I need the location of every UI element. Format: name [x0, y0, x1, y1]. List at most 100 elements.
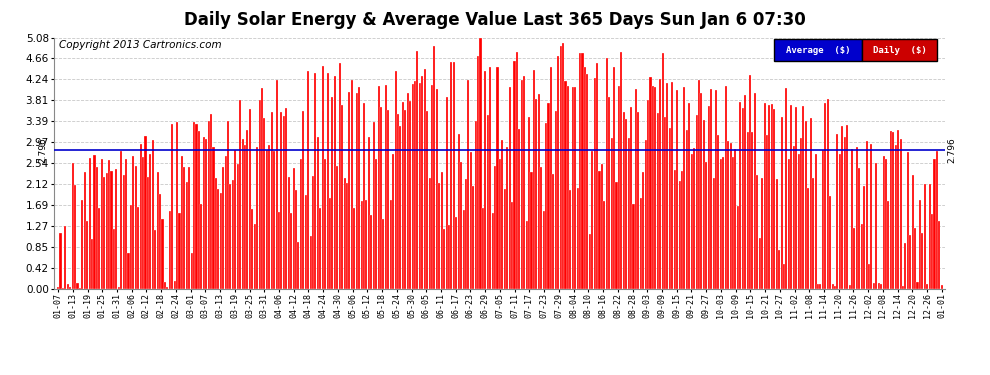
Bar: [358, 87, 360, 289]
Bar: [385, 85, 387, 289]
Bar: [225, 156, 227, 289]
Bar: [713, 178, 715, 289]
Bar: [788, 159, 790, 289]
Bar: [81, 200, 83, 289]
Bar: [501, 140, 503, 289]
Bar: [64, 226, 66, 289]
Bar: [494, 166, 496, 289]
Bar: [147, 177, 148, 289]
Bar: [118, 286, 120, 289]
Bar: [851, 149, 853, 289]
Bar: [283, 117, 285, 289]
Bar: [171, 123, 173, 289]
Bar: [516, 52, 518, 289]
Bar: [628, 138, 630, 289]
Bar: [220, 194, 222, 289]
Bar: [698, 80, 700, 289]
Bar: [574, 87, 576, 289]
Bar: [715, 90, 717, 289]
Bar: [215, 178, 217, 289]
Bar: [528, 117, 530, 289]
Bar: [625, 119, 628, 289]
Bar: [768, 105, 770, 289]
Bar: [106, 174, 108, 289]
Bar: [820, 284, 822, 289]
Bar: [84, 172, 86, 289]
Bar: [557, 56, 559, 289]
Bar: [407, 93, 409, 289]
Bar: [805, 121, 807, 289]
Bar: [533, 70, 535, 289]
Bar: [740, 102, 742, 289]
Bar: [875, 163, 877, 289]
Bar: [120, 151, 122, 289]
Bar: [822, 150, 824, 289]
Bar: [69, 287, 71, 289]
Bar: [115, 168, 118, 289]
Bar: [584, 67, 586, 289]
Bar: [749, 75, 751, 289]
Bar: [230, 184, 232, 289]
Bar: [887, 201, 889, 289]
Bar: [195, 124, 198, 289]
Bar: [710, 88, 712, 289]
Bar: [846, 125, 848, 289]
Bar: [412, 84, 414, 289]
Bar: [96, 166, 98, 289]
Bar: [248, 109, 250, 289]
Bar: [586, 74, 588, 289]
Bar: [771, 104, 773, 289]
Bar: [377, 86, 379, 289]
Bar: [514, 61, 516, 289]
Bar: [591, 151, 593, 289]
Bar: [671, 82, 673, 289]
Bar: [372, 122, 375, 289]
Bar: [776, 179, 778, 289]
Bar: [450, 62, 452, 289]
Bar: [807, 188, 809, 289]
Bar: [705, 162, 707, 289]
Bar: [392, 154, 394, 289]
Bar: [460, 162, 462, 289]
Bar: [266, 150, 268, 289]
Bar: [640, 198, 642, 289]
Bar: [484, 71, 486, 289]
Bar: [365, 200, 367, 289]
Bar: [156, 172, 158, 289]
Bar: [742, 108, 743, 289]
Bar: [397, 114, 399, 289]
Bar: [644, 140, 646, 289]
Bar: [633, 204, 635, 289]
Bar: [57, 287, 59, 289]
Bar: [111, 171, 113, 289]
Text: 2.796: 2.796: [39, 138, 48, 164]
Bar: [919, 200, 921, 289]
Bar: [606, 58, 608, 289]
Bar: [166, 287, 168, 289]
Bar: [651, 86, 654, 289]
Bar: [91, 239, 93, 289]
Bar: [74, 185, 76, 289]
Bar: [186, 182, 188, 289]
Bar: [240, 100, 242, 289]
Bar: [664, 117, 666, 289]
Bar: [691, 154, 693, 289]
Bar: [421, 76, 424, 289]
Bar: [917, 282, 919, 289]
Bar: [589, 234, 591, 289]
Bar: [630, 106, 632, 289]
Bar: [342, 105, 344, 289]
Bar: [441, 172, 443, 289]
Bar: [900, 139, 902, 289]
Bar: [370, 215, 372, 289]
Bar: [536, 99, 538, 289]
Bar: [543, 211, 545, 289]
Bar: [98, 208, 100, 289]
Bar: [101, 159, 103, 289]
Bar: [696, 115, 698, 289]
Bar: [504, 189, 506, 289]
Bar: [176, 122, 178, 289]
Bar: [263, 118, 265, 289]
Bar: [244, 145, 247, 289]
Bar: [914, 228, 916, 289]
